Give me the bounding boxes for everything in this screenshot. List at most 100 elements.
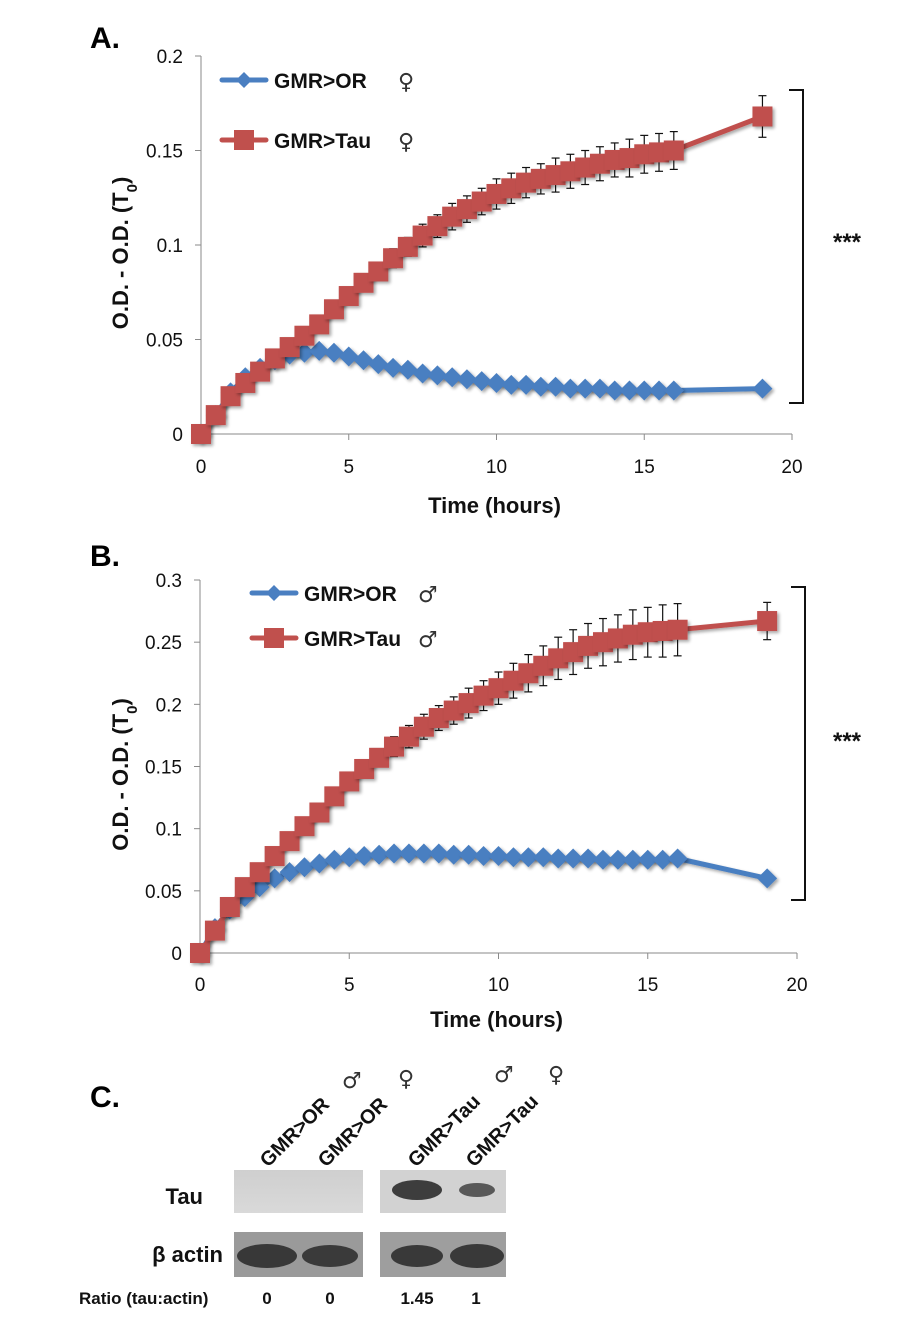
data-point-diamond	[488, 846, 509, 867]
x-tick-label: 0	[195, 975, 206, 996]
y-tick-label: 0.2	[157, 47, 183, 68]
tau-band-lane-4	[459, 1183, 495, 1197]
male-symbol-icon: ♂	[418, 628, 438, 653]
legend-item: GMR>OR ♂	[249, 583, 438, 608]
data-point-diamond	[384, 843, 405, 864]
data-point-diamond	[456, 369, 477, 390]
significance-bracket	[791, 586, 806, 901]
data-point-square	[190, 943, 210, 963]
legend-label: GMR>OR	[304, 583, 397, 606]
data-point-square	[757, 611, 778, 632]
x-tick-label: 0	[196, 457, 207, 478]
significance-stars: ***	[833, 229, 862, 256]
data-point-diamond	[398, 843, 419, 864]
y-tick-label: 0.05	[145, 882, 182, 903]
data-point-diamond	[323, 342, 344, 363]
data-point-diamond	[339, 847, 360, 868]
data-point-square	[219, 896, 240, 917]
data-point-diamond	[486, 372, 507, 393]
data-point-diamond	[752, 378, 773, 399]
data-point-diamond	[578, 848, 599, 869]
y-tick-label: 0.3	[156, 571, 182, 592]
data-point-diamond	[501, 374, 522, 395]
data-point-square	[249, 862, 270, 883]
actin-row-label: β actin	[152, 1242, 223, 1267]
x-tick-label: 15	[637, 975, 658, 996]
male-symbol-icon: ♂	[342, 1069, 362, 1094]
data-point-square	[191, 424, 211, 444]
data-point-diamond	[757, 868, 778, 889]
female-symbol-icon: ♀	[398, 130, 414, 155]
ratio-lane-4: 1	[471, 1289, 480, 1308]
data-point-diamond	[667, 848, 688, 869]
data-point-diamond	[369, 844, 390, 865]
ratio-lane-1: 0	[262, 1289, 271, 1308]
data-point-diamond	[563, 848, 584, 869]
legend-square-icon	[234, 130, 254, 150]
data-point-diamond	[589, 378, 610, 399]
data-point-diamond	[443, 844, 464, 865]
legend-item: GMR>Tau ♂	[249, 628, 438, 653]
legend-diamond-icon	[236, 72, 252, 88]
data-point-diamond	[354, 846, 375, 867]
y-axis-title: O.D. - O.D. (T0)	[108, 698, 141, 851]
tau-row-label: Tau	[166, 1184, 203, 1209]
female-symbol-icon: ♀	[398, 1067, 414, 1092]
y-tick-label: 0.15	[145, 758, 182, 779]
data-point-square	[663, 140, 684, 161]
data-point-diamond	[458, 844, 479, 865]
data-point-diamond	[503, 847, 524, 868]
data-point-diamond	[634, 380, 655, 401]
data-point-diamond	[530, 376, 551, 397]
data-point-diamond	[652, 849, 673, 870]
x-tick-label: 5	[344, 975, 355, 996]
data-point-square	[205, 405, 226, 426]
series-gmrtau	[190, 601, 778, 963]
x-tick-label: 5	[343, 457, 354, 478]
data-point-diamond	[545, 376, 566, 397]
data-point-diamond	[338, 346, 359, 367]
data-point-diamond	[473, 846, 494, 867]
data-point-diamond	[604, 380, 625, 401]
legend-diamond-icon	[266, 585, 282, 601]
chart-b: 0 0.05 0.1 0.15 0.2 0.25 0.3 0 5 10 15 20 Time (hour…	[108, 571, 862, 1032]
x-tick-label: 20	[781, 457, 802, 478]
data-point-diamond	[368, 354, 389, 375]
panel-b-letter: B.	[90, 540, 120, 573]
data-point-diamond	[649, 380, 670, 401]
y-tick-label: 0.1	[156, 820, 182, 841]
x-axis-title: Time (hours)	[428, 493, 561, 518]
female-symbol-icon: ♀	[548, 1063, 564, 1088]
panel-b: B. 0 0.05 0.1 0.15 0.2 0.25 0.3 0 5 10 15 20 Time (h…	[90, 540, 862, 1032]
y-tick-label: 0.1	[157, 236, 183, 257]
blot-tau-left	[234, 1170, 363, 1213]
data-point-diamond	[619, 380, 640, 401]
y-tick-label: 0.25	[145, 633, 182, 654]
data-point-diamond	[427, 365, 448, 386]
panel-c-letter: C.	[90, 1081, 120, 1114]
data-point-diamond	[413, 843, 434, 864]
data-point-diamond	[637, 849, 658, 870]
x-axis-title: Time (hours)	[430, 1007, 563, 1032]
data-point-diamond	[442, 367, 463, 388]
y-tick-label: 0	[172, 425, 183, 446]
ratio-lane-2: 0	[325, 1289, 334, 1308]
data-point-diamond	[309, 340, 330, 361]
data-point-diamond	[560, 378, 581, 399]
data-point-square	[309, 802, 330, 823]
legend-label: GMR>OR	[274, 70, 367, 93]
panel-a: A. 0 0.05 0.1 0.15 0.2 0 5 10 15 20 Time (hours) O.…	[90, 22, 862, 518]
data-point-diamond	[324, 849, 345, 870]
y-axis-title: O.D. - O.D. (T0)	[108, 177, 141, 330]
data-point-diamond	[397, 359, 418, 380]
x-tick-label: 10	[486, 457, 507, 478]
actin-band-lane-1	[237, 1244, 297, 1268]
x-tick-label: 15	[634, 457, 655, 478]
legend-label: GMR>Tau	[304, 628, 401, 651]
female-symbol-icon: ♀	[398, 70, 414, 95]
data-point-diamond	[622, 849, 643, 870]
data-point-square	[752, 106, 773, 127]
significance-stars: ***	[833, 728, 862, 755]
data-point-diamond	[548, 848, 569, 869]
